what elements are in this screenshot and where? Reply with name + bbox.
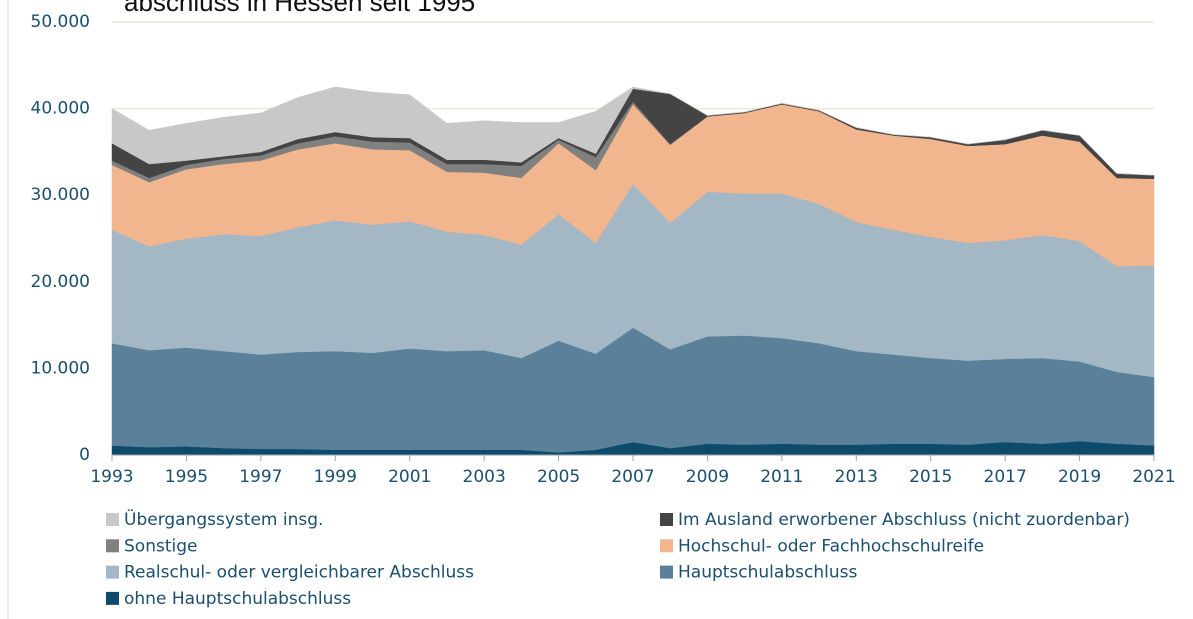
y-tick-label: 10.000 (31, 358, 90, 378)
legend-swatch (106, 513, 119, 526)
legend-swatch (106, 539, 119, 553)
x-tick-label: 1997 (239, 467, 282, 487)
x-tick-label: 2003 (463, 467, 506, 487)
area (111, 86, 1155, 176)
x-tick-label: 2021 (1132, 467, 1175, 487)
x-tick-label: 2011 (760, 467, 803, 487)
x-tick-label: 2005 (537, 467, 580, 487)
legend-label: Sonstige (124, 536, 197, 556)
legend-label: Hochschul- oder Fachhochschulreife (678, 536, 984, 556)
y-tick-label: 30.000 (31, 185, 90, 205)
legend-swatch (660, 565, 673, 579)
x-tick-label: 2017 (984, 467, 1027, 487)
legend-label: Im Ausland erworbener Abschluss (nicht z… (678, 510, 1130, 530)
legend-swatch (106, 591, 119, 605)
legend-label: Übergangssystem insg. (124, 508, 323, 530)
x-tick-label: 2019 (1058, 467, 1101, 487)
x-tick-label: 2009 (686, 467, 729, 487)
x-tick-label: 1995 (165, 467, 208, 487)
x-tick-label: 2001 (388, 467, 431, 487)
chart-title: abschluss in Hessen seit 1995 (124, 0, 475, 17)
legend-label: Hauptschulabschluss (678, 563, 857, 583)
legend-swatch (106, 565, 119, 579)
legend-swatch (660, 513, 673, 526)
x-tick-label: 2015 (909, 467, 952, 487)
y-tick-label: 0 (79, 445, 90, 465)
legend-label: ohne Hauptschulabschluss (124, 589, 351, 609)
legend-label: Realschul- oder vergleichbarer Abschluss (124, 563, 474, 583)
x-tick-label: 1999 (314, 467, 357, 487)
x-tick-label: 1993 (90, 467, 133, 487)
y-tick-label: 40.000 (31, 99, 90, 119)
legend-swatch (660, 539, 673, 553)
y-tick-label: 20.000 (31, 272, 90, 292)
x-tick-label: 2007 (611, 467, 654, 487)
x-tick-label: 2013 (835, 467, 878, 487)
y-tick-label: 50.000 (31, 12, 90, 32)
